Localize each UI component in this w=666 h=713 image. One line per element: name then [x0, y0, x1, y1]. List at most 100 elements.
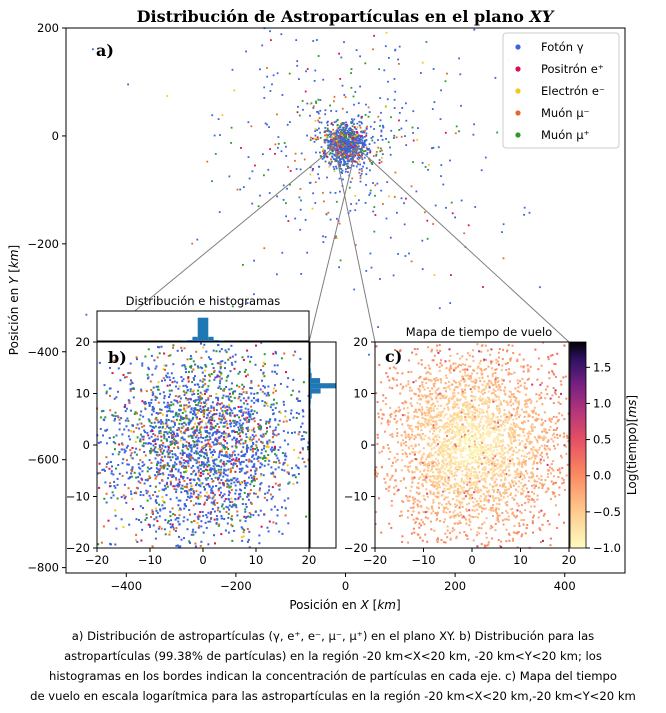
data-point	[212, 492, 215, 495]
data-point	[278, 484, 281, 487]
data-point	[223, 436, 225, 438]
heatmap-point	[541, 523, 544, 526]
heatmap-point	[477, 426, 480, 429]
heatmap-point	[422, 484, 424, 487]
data-point	[244, 368, 247, 371]
data-point	[179, 499, 182, 502]
data-point	[248, 414, 251, 417]
data-point	[262, 474, 265, 477]
data-point	[188, 405, 191, 408]
data-point	[214, 437, 217, 440]
data-point	[248, 530, 251, 533]
data-point	[228, 453, 231, 456]
data-point	[213, 493, 216, 496]
heatmap-point	[500, 369, 503, 372]
data-point	[472, 133, 475, 136]
data-point	[207, 477, 210, 480]
data-point	[184, 368, 187, 370]
data-point	[341, 137, 344, 140]
data-point	[284, 452, 287, 455]
heatmap-point	[405, 444, 408, 447]
data-point	[325, 133, 328, 136]
data-point	[176, 446, 179, 448]
data-point	[284, 415, 287, 418]
data-point	[289, 183, 291, 186]
data-point	[117, 464, 120, 466]
heatmap-point	[477, 390, 480, 393]
data-point	[221, 406, 224, 408]
x-tick-label: 10	[249, 553, 264, 567]
data-point	[146, 431, 149, 434]
data-point	[112, 436, 115, 439]
data-point	[183, 432, 186, 435]
data-point	[259, 68, 261, 71]
data-point	[204, 477, 207, 480]
data-point	[149, 430, 152, 433]
data-point	[123, 448, 126, 451]
data-point	[195, 462, 198, 465]
data-point	[156, 460, 159, 463]
data-point	[141, 435, 144, 438]
heatmap-point	[478, 410, 481, 413]
heatmap-point	[551, 491, 554, 494]
data-point	[186, 417, 189, 420]
heatmap-point	[430, 443, 433, 446]
heatmap-point	[515, 400, 518, 403]
data-point	[326, 130, 328, 133]
heatmap-point	[454, 467, 457, 470]
data-point	[190, 448, 193, 451]
heatmap-point	[532, 451, 534, 454]
data-point	[220, 454, 223, 457]
data-point	[166, 95, 169, 97]
data-point	[205, 408, 208, 411]
data-point	[227, 484, 230, 487]
data-point	[210, 517, 213, 520]
histogram-y	[310, 362, 336, 409]
data-point	[198, 418, 201, 420]
heatmap-point	[446, 474, 449, 477]
data-point	[196, 409, 199, 411]
data-point	[298, 431, 301, 433]
data-point	[281, 94, 284, 96]
heatmap-point	[452, 408, 455, 411]
data-point	[275, 522, 278, 525]
inset-b-title: Distribución e histogramas	[126, 294, 281, 308]
data-point	[332, 139, 335, 142]
data-point	[252, 514, 255, 517]
heatmap-point	[433, 477, 436, 480]
heatmap-point	[436, 541, 439, 543]
heatmap-point	[516, 515, 518, 518]
data-point	[161, 413, 164, 416]
data-point	[186, 518, 189, 521]
data-point	[192, 490, 195, 493]
data-point	[380, 111, 382, 114]
data-point	[242, 414, 244, 417]
data-point	[154, 418, 157, 421]
data-point	[190, 408, 193, 411]
heatmap-point	[481, 411, 483, 414]
data-point	[227, 512, 230, 515]
data-point	[215, 464, 218, 467]
heatmap-point	[440, 359, 442, 362]
data-point	[115, 527, 118, 530]
data-point	[198, 431, 201, 434]
data-point	[133, 492, 136, 495]
y-tick-label: 200	[37, 21, 59, 35]
data-point	[230, 142, 232, 144]
data-point	[179, 452, 182, 455]
data-point	[269, 493, 272, 496]
data-point	[219, 378, 222, 381]
data-point	[246, 373, 249, 376]
data-point	[197, 469, 200, 472]
heatmap-point	[466, 468, 469, 470]
data-point	[180, 426, 183, 429]
data-point	[190, 488, 192, 491]
data-point	[428, 164, 430, 166]
data-point	[251, 434, 254, 437]
data-point	[225, 420, 228, 423]
data-point	[251, 447, 254, 450]
data-point	[260, 448, 263, 451]
data-point	[185, 391, 188, 394]
data-point	[229, 408, 232, 411]
heatmap-point	[424, 477, 427, 480]
